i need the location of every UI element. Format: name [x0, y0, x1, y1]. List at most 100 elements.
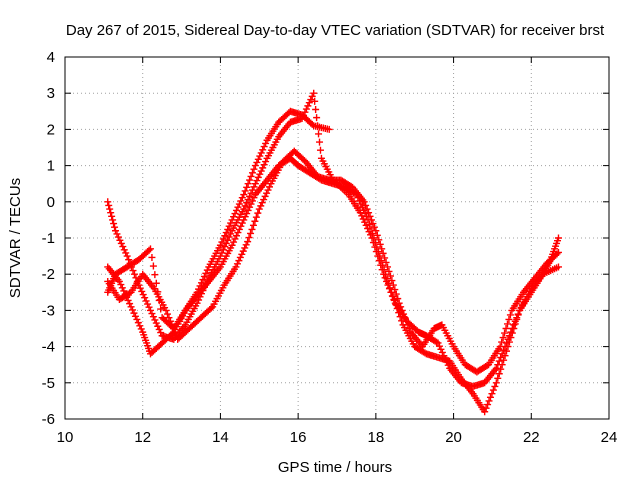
- data-point: [488, 390, 496, 398]
- data-point: [312, 105, 320, 113]
- data-point: [256, 152, 264, 160]
- data-point: [114, 233, 122, 241]
- data-point: [260, 161, 268, 169]
- data-point: [492, 379, 500, 387]
- data-point: [486, 393, 494, 401]
- data-point: [505, 338, 513, 346]
- data-point: [224, 225, 232, 233]
- data-point: [111, 223, 119, 231]
- data-point: [264, 186, 272, 194]
- y-tick-label: 2: [47, 121, 55, 138]
- data-point: [145, 303, 153, 311]
- data-point: [265, 183, 273, 191]
- data-point: [481, 408, 489, 416]
- data-point: [367, 216, 375, 224]
- data-point: [117, 239, 125, 247]
- data-point: [263, 189, 271, 197]
- data-point: [495, 370, 503, 378]
- data-point: [119, 243, 127, 251]
- data-point: [232, 232, 240, 240]
- data-point: [133, 315, 141, 323]
- data-point: [504, 343, 512, 351]
- data-point: [233, 260, 241, 268]
- data-point: [248, 197, 256, 205]
- data-point: [491, 382, 499, 390]
- data-point: [225, 222, 233, 230]
- data-point: [437, 345, 445, 353]
- data-point: [108, 212, 116, 220]
- data-point: [259, 146, 267, 154]
- data-point: [227, 230, 235, 238]
- data-point: [360, 206, 368, 214]
- chart-title: Day 267 of 2015, Sidereal Day-to-day VTE…: [66, 22, 605, 39]
- data-point: [497, 365, 505, 373]
- data-point: [382, 258, 390, 266]
- data-point: [222, 239, 230, 247]
- data-point: [389, 281, 397, 289]
- data-point: [146, 245, 154, 253]
- data-point: [247, 229, 255, 237]
- data-point: [139, 291, 147, 299]
- data-point: [136, 322, 144, 330]
- data-point: [120, 246, 128, 254]
- data-point: [310, 89, 318, 97]
- data-point: [137, 325, 145, 333]
- data-point: [379, 249, 387, 257]
- data-point: [240, 205, 248, 213]
- data-point: [149, 313, 157, 321]
- data-point: [363, 205, 371, 213]
- data-point: [247, 172, 255, 180]
- data-point: [244, 238, 252, 246]
- data-point: [498, 361, 506, 369]
- data-point: [370, 223, 378, 231]
- data-point: [243, 199, 251, 207]
- data-point: [113, 230, 121, 238]
- data-point: [168, 321, 176, 329]
- data-point: [375, 236, 383, 244]
- data-point: [105, 201, 113, 209]
- data-point: [207, 304, 215, 312]
- data-point: [305, 99, 313, 107]
- data-point: [240, 191, 248, 199]
- data-point: [260, 196, 268, 204]
- data-point: [253, 177, 261, 185]
- data-point: [142, 297, 150, 305]
- data-point: [246, 192, 254, 200]
- y-tick-label: 0: [47, 194, 55, 211]
- data-point: [435, 342, 443, 350]
- data-point: [434, 339, 442, 347]
- data-point: [166, 317, 174, 325]
- data-point: [165, 314, 173, 322]
- data-point: [120, 287, 128, 295]
- data-point: [237, 222, 245, 230]
- data-point: [362, 221, 370, 229]
- y-tick-label: -2: [42, 266, 55, 283]
- data-point: [500, 356, 508, 364]
- x-tick-label: 14: [212, 429, 229, 446]
- data-point: [398, 306, 406, 314]
- data-point: [507, 334, 515, 342]
- data-point: [148, 310, 156, 318]
- data-point: [248, 225, 256, 233]
- data-point: [385, 267, 393, 275]
- x-tick-label: 24: [601, 429, 618, 446]
- data-point: [388, 277, 396, 285]
- data-point: [299, 111, 307, 119]
- data-point: [244, 196, 252, 204]
- data-point: [145, 246, 153, 254]
- data-point: [251, 217, 259, 225]
- data-point: [311, 97, 319, 105]
- data-point: [128, 263, 136, 271]
- data-point: [241, 202, 249, 210]
- data-point: [392, 290, 400, 298]
- data-point: [492, 364, 500, 372]
- data-point: [400, 310, 408, 318]
- data-point: [241, 244, 249, 252]
- data-point: [237, 197, 245, 205]
- data-point: [247, 200, 255, 208]
- data-point: [218, 238, 226, 246]
- data-point: [261, 192, 269, 200]
- data-point: [301, 108, 309, 116]
- data-point: [254, 155, 262, 163]
- data-point: [129, 267, 137, 275]
